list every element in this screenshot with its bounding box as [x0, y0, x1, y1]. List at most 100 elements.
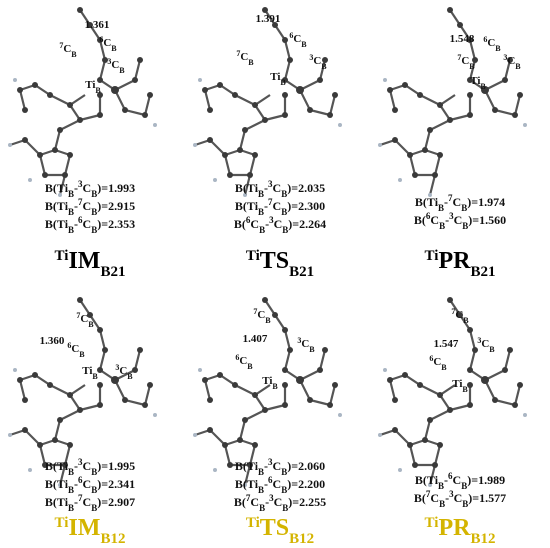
text-run: B(Ti: [415, 473, 439, 487]
text-run: C: [119, 365, 127, 377]
text-run: B: [68, 467, 74, 477]
text-run: B(Ti: [45, 477, 69, 491]
text-run: B: [119, 66, 125, 75]
text-run: 3: [269, 215, 274, 225]
text-run: -: [445, 213, 449, 227]
text-run: B: [91, 225, 97, 235]
text-run: B: [461, 203, 467, 213]
text-run: B: [91, 503, 97, 513]
text-run: Ti: [55, 248, 69, 264]
bond-order: B(TiB-7CB)=2.300: [235, 197, 325, 217]
text-run: B: [258, 189, 264, 199]
text-run: PR: [438, 248, 471, 274]
structure-label: TiPRB12: [425, 515, 496, 547]
atom-label: 1.360: [40, 335, 65, 347]
text-run: 7: [253, 307, 257, 316]
text-run: 7: [457, 53, 461, 62]
text-run: -: [74, 217, 78, 231]
bond-order: B(7CB-3CB)=2.255: [234, 493, 326, 513]
atom-label: 6CB: [483, 35, 501, 53]
atom-label: 1.548: [450, 33, 475, 45]
atom-label: 7CB: [236, 49, 254, 67]
text-run: B: [95, 86, 101, 95]
text-run: -: [74, 181, 78, 195]
text-run: B: [258, 207, 264, 217]
text-run: TS: [260, 515, 289, 541]
text-run: 3: [309, 53, 313, 62]
text-run: B: [321, 62, 327, 71]
text-run: C: [83, 217, 92, 231]
atom-label: 6CB: [429, 354, 447, 372]
text-run: B(: [234, 217, 246, 231]
structure-label: TiPRB21: [425, 248, 496, 280]
text-run: )=1.974: [467, 195, 505, 209]
text-run: B: [469, 62, 475, 71]
text-run: TS: [260, 248, 289, 274]
text-run: C: [313, 55, 321, 67]
text-run: B: [259, 225, 265, 235]
text-run: C: [481, 338, 489, 350]
text-run: 6: [67, 341, 71, 350]
text-run: 7: [426, 489, 431, 499]
bond-order: B(TiB-3CB)=2.060: [235, 457, 325, 477]
text-run: -: [264, 181, 268, 195]
text-run: )=1.577: [468, 491, 506, 505]
text-run: B: [272, 382, 278, 391]
text-run: C: [430, 213, 439, 227]
text-run: B(Ti: [235, 181, 259, 195]
text-run: B: [439, 499, 445, 509]
bond-order: B(TiB-6CB)=1.989: [415, 471, 505, 491]
text-run: B(Ti: [415, 195, 439, 209]
text-run: 6: [448, 471, 453, 481]
atom-label: 7CB: [76, 311, 94, 329]
text-run: 3: [78, 457, 83, 467]
atom-label: 3CB: [309, 53, 327, 71]
text-run: C: [250, 217, 259, 231]
atom-label: 6CB: [67, 341, 85, 359]
bond-order: B(6CB-3CB)=1.560: [414, 211, 506, 231]
molecule: [191, 5, 344, 199]
text-run: 6: [289, 31, 293, 40]
text-run: B: [91, 467, 97, 477]
text-run: B: [441, 363, 447, 372]
text-run: 1.407: [243, 333, 268, 345]
text-run: C: [433, 356, 441, 368]
atom-label: 1.407: [243, 333, 268, 345]
text-run: Ti: [246, 248, 260, 264]
text-run: 1.360: [40, 335, 65, 347]
text-run: 1.391: [256, 13, 281, 25]
text-run: 6: [429, 354, 433, 363]
text-run: C: [453, 195, 462, 209]
atom-label: 7CB: [253, 307, 271, 325]
atom-label: 3CB: [477, 336, 495, 354]
text-run: B: [265, 316, 271, 325]
text-run: B: [68, 189, 74, 199]
text-run: B: [68, 503, 74, 513]
text-run: B12: [100, 531, 125, 547]
text-run: C: [83, 181, 92, 195]
bond-order: B(7CB-3CB)=1.577: [414, 489, 506, 509]
text-run: C: [273, 459, 282, 473]
text-run: B: [281, 207, 287, 217]
text-run: B: [91, 207, 97, 217]
text-run: 6: [426, 211, 431, 221]
text-run: 1.547: [434, 338, 459, 350]
bond-order: B(TiB-7CB)=1.974: [415, 193, 505, 213]
text-run: C: [507, 55, 515, 67]
text-run: B21: [289, 264, 314, 280]
text-run: C: [430, 491, 439, 505]
text-run: Ti: [425, 515, 439, 531]
text-run: )=2.907: [97, 495, 135, 509]
text-run: -: [74, 199, 78, 213]
text-run: 7: [76, 311, 80, 320]
atom-label: 3CB: [107, 57, 125, 75]
text-run: B: [68, 225, 74, 235]
atom-label: 7CB: [457, 53, 475, 71]
text-run: B: [462, 221, 468, 231]
text-run: Ti: [262, 375, 272, 387]
text-run: 3: [477, 336, 481, 345]
text-run: B: [495, 44, 501, 53]
structure-label: TiIMB21: [55, 248, 126, 280]
structure-label: TiIMB12: [55, 515, 126, 547]
text-run: C: [257, 309, 265, 321]
